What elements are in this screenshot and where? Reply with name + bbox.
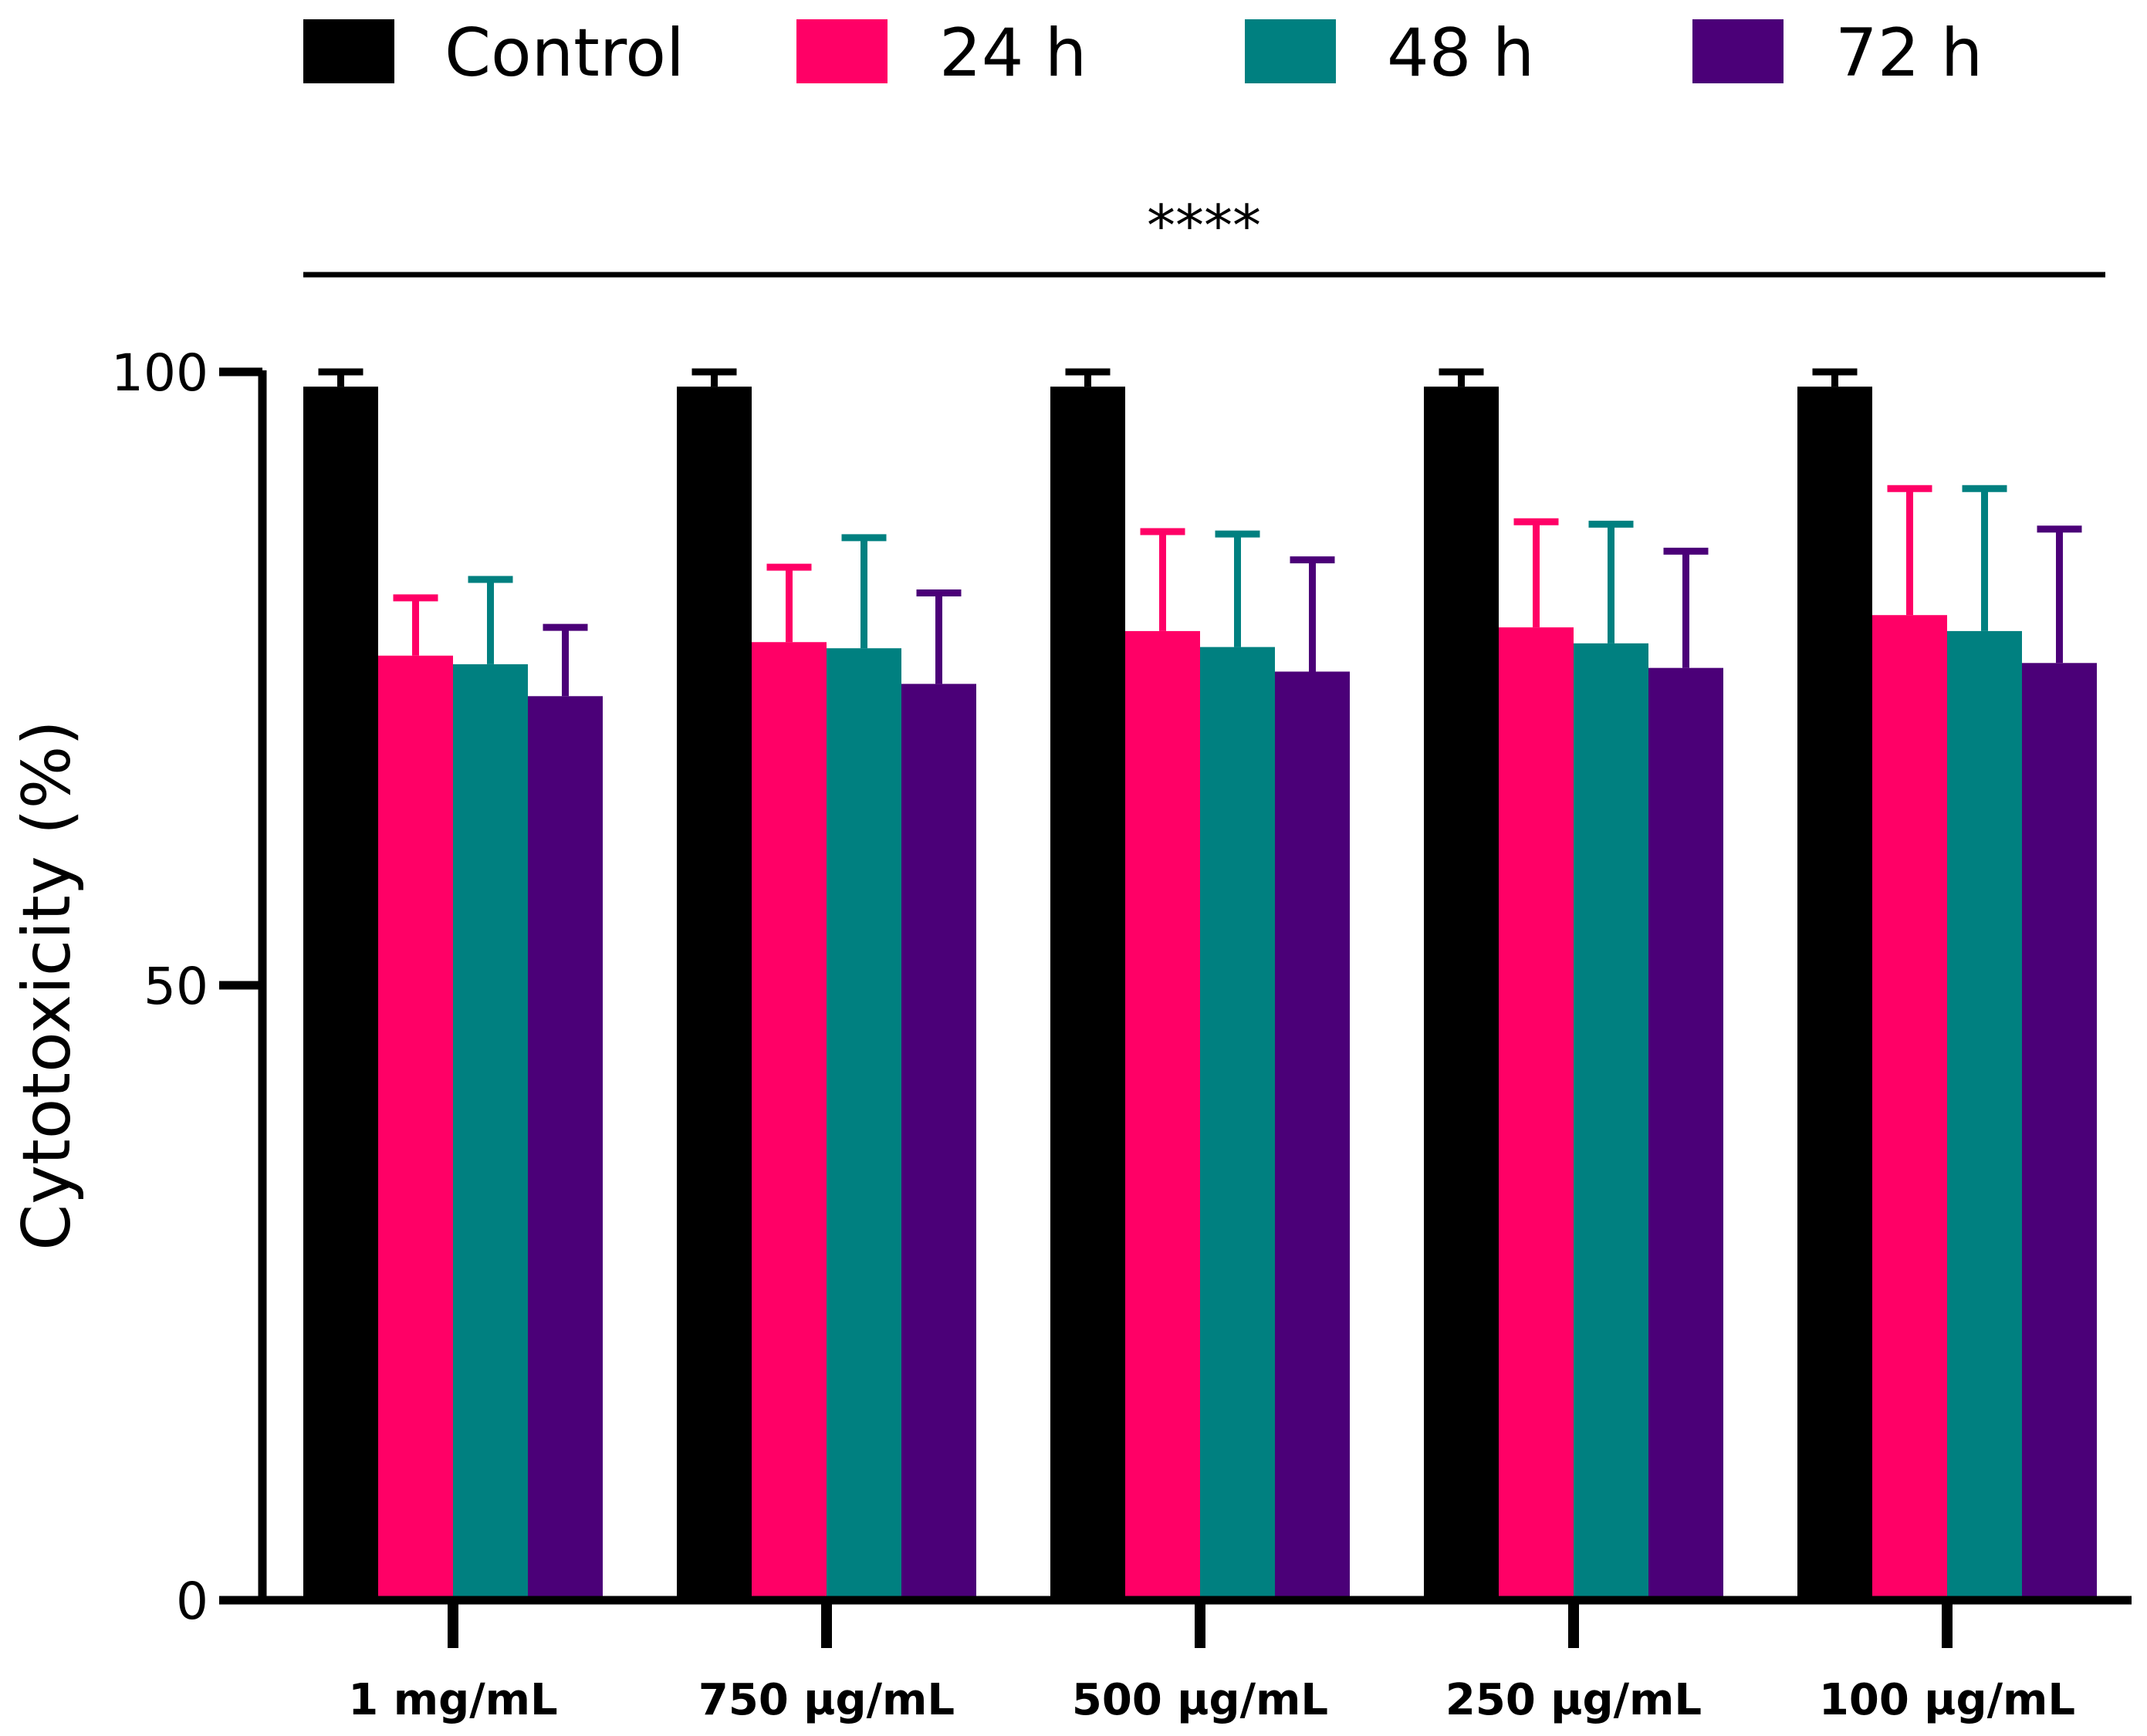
- legend-swatch-control: [303, 19, 394, 83]
- y-axis-label: Cytotoxicity (%): [8, 720, 86, 1251]
- bar-72-h-500-g-ml: [1275, 671, 1350, 1600]
- bar-control-100-g-ml: [1797, 387, 1872, 1600]
- legend-label-24h: 24 h: [939, 15, 1087, 92]
- bar-48-h-500-g-ml: [1200, 647, 1275, 1601]
- legend-label-72h: 72 h: [1835, 15, 1983, 92]
- significance-annotation: ****: [303, 193, 2105, 278]
- x-tick-label-500-g-ml: 500 µg/mL: [1072, 1675, 1328, 1725]
- legend-swatch-48h: [1245, 19, 1336, 83]
- bar-24-h-100-g-ml: [1872, 615, 1947, 1600]
- y-tick-label-100: 100: [111, 343, 208, 403]
- bar-24-h-250-g-ml: [1499, 627, 1574, 1600]
- bar-72-h-100-g-ml: [2022, 663, 2097, 1601]
- bar-48-h-100-g-ml: [1947, 630, 2022, 1600]
- significance-label: ****: [1147, 193, 1261, 259]
- bar-24-h-750-g-ml: [752, 642, 827, 1600]
- bar-72-h-250-g-ml: [1648, 667, 1723, 1600]
- legend: Control 24 h 48 h 72 h: [303, 15, 1983, 92]
- x-tick-label-750-g-ml: 750 µg/mL: [698, 1675, 955, 1725]
- bar-72-h-750-g-ml: [901, 684, 976, 1601]
- bar-72-h-1-mg-ml: [528, 696, 603, 1600]
- x-tick-label-100-g-ml: 100 µg/mL: [1819, 1675, 2075, 1725]
- axes: 0 50 100 Cytotoxicity (%): [8, 343, 2132, 1631]
- bar-48-h-250-g-ml: [1574, 643, 1648, 1600]
- legend-swatch-72h: [1692, 19, 1784, 83]
- x-tick-label-250-g-ml: 250 µg/mL: [1445, 1675, 1702, 1725]
- y-tick-label-0: 0: [176, 1572, 208, 1631]
- legend-swatch-24h: [796, 19, 888, 83]
- bars: [303, 368, 2097, 1601]
- bar-48-h-1-mg-ml: [453, 664, 528, 1600]
- bar-control-750-g-ml: [677, 387, 752, 1600]
- bar-48-h-750-g-ml: [827, 648, 901, 1601]
- bar-24-h-1-mg-ml: [378, 655, 453, 1601]
- bar-control-250-g-ml: [1424, 387, 1499, 1600]
- y-tick-label-50: 50: [144, 957, 208, 1016]
- x-tick-label-1-mg-ml: 1 mg/mL: [348, 1675, 557, 1725]
- legend-label-48h: 48 h: [1387, 15, 1534, 92]
- bar-control-1-mg-ml: [303, 387, 378, 1600]
- x-categories: 1 mg/mL 750 µg/mL 500 µg/mL 250 µg/mL 100 µg…: [348, 1600, 2075, 1725]
- bar-control-500-g-ml: [1050, 387, 1125, 1600]
- legend-label-control: Control: [445, 15, 685, 92]
- bar-24-h-500-g-ml: [1125, 630, 1200, 1600]
